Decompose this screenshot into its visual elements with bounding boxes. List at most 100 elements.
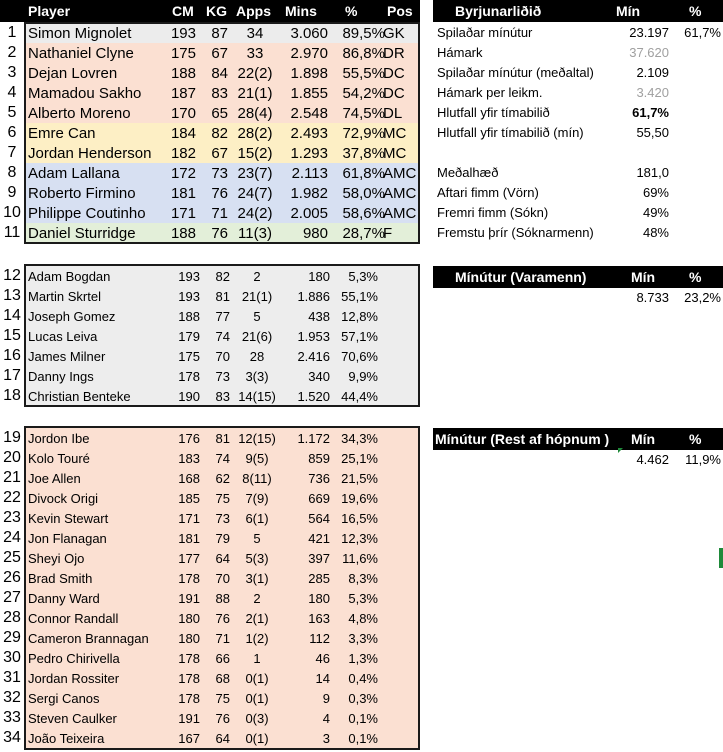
percent[interactable]: 1,3% (348, 651, 378, 666)
header-kg[interactable]: KG (206, 3, 227, 19)
height-cm[interactable]: 188 (170, 225, 196, 242)
minutes[interactable]: 163 (308, 611, 330, 626)
percent[interactable]: 86,8% (342, 45, 385, 62)
apps[interactable]: 28(2) (237, 125, 273, 142)
apps[interactable]: 7(9) (245, 491, 269, 506)
minutes[interactable]: 180 (308, 591, 330, 606)
minutes[interactable]: 180 (308, 269, 330, 284)
weight-kg[interactable]: 75 (215, 491, 230, 506)
player-name[interactable]: Divock Origi (28, 491, 99, 506)
apps[interactable]: 2 (253, 591, 261, 606)
height-cm[interactable]: 178 (178, 671, 200, 686)
weight-kg[interactable]: 83 (211, 85, 228, 102)
percent[interactable]: 19,6% (341, 491, 378, 506)
percent[interactable]: 5,3% (348, 591, 378, 606)
minutes[interactable]: 112 (309, 631, 330, 646)
percent[interactable]: 8,3% (348, 571, 378, 586)
position[interactable]: MC (383, 125, 407, 142)
percent[interactable]: 3,3% (348, 631, 378, 646)
summary-min-value[interactable]: 3.420 (636, 85, 669, 100)
summary-label[interactable]: Meðalhæð (437, 165, 499, 180)
apps[interactable]: 28 (249, 349, 265, 364)
weight-kg[interactable]: 71 (211, 205, 228, 222)
byrjun-col-pct[interactable]: % (689, 3, 702, 19)
percent[interactable]: 28,7% (342, 225, 385, 242)
byrjun-title[interactable]: Byrjunarliðið (455, 3, 542, 19)
summary-label[interactable]: Hlutfall yfir tímabilið (mín) (437, 125, 584, 140)
height-cm[interactable]: 180 (178, 611, 200, 626)
position[interactable]: AMC (383, 165, 417, 182)
height-cm[interactable]: 175 (170, 45, 196, 62)
minutes[interactable]: 14 (315, 671, 330, 686)
player-name[interactable]: Sheyi Ojo (28, 551, 85, 566)
header-player[interactable]: Player (28, 3, 71, 19)
height-cm[interactable]: 193 (178, 289, 200, 304)
position[interactable]: F (383, 225, 393, 242)
player-name[interactable]: Alberto Moreno (28, 105, 131, 122)
height-cm[interactable]: 187 (170, 85, 196, 102)
height-cm[interactable]: 191 (178, 711, 200, 726)
player-name[interactable]: Jordan Henderson (28, 145, 152, 162)
player-name[interactable]: Adam Bogdan (28, 269, 111, 284)
percent[interactable]: 89,5% (342, 25, 385, 42)
player-name[interactable]: James Milner (28, 349, 106, 364)
apps[interactable]: 24(2) (237, 205, 273, 222)
height-cm[interactable]: 181 (178, 531, 200, 546)
apps[interactable]: 2 (253, 269, 261, 284)
player-name[interactable]: Roberto Firmino (28, 185, 136, 202)
percent[interactable]: 12,3% (341, 531, 378, 546)
height-cm[interactable]: 171 (178, 511, 200, 526)
weight-kg[interactable]: 71 (215, 631, 230, 646)
weight-kg[interactable]: 77 (215, 309, 230, 324)
summary-label[interactable]: Hámark (437, 45, 483, 60)
player-name[interactable]: Joe Allen (28, 471, 81, 486)
height-cm[interactable]: 182 (170, 145, 196, 162)
player-name[interactable]: Connor Randall (28, 611, 119, 626)
weight-kg[interactable]: 73 (211, 165, 228, 182)
weight-kg[interactable]: 73 (215, 511, 230, 526)
apps[interactable]: 8(11) (242, 471, 272, 486)
weight-kg[interactable]: 68 (215, 671, 230, 686)
apps[interactable]: 6(1) (245, 511, 269, 526)
summary-min-value[interactable]: 61,7% (632, 105, 669, 120)
position[interactable]: DR (383, 45, 405, 62)
minutes[interactable]: 9 (322, 691, 330, 706)
position[interactable]: DL (383, 105, 403, 122)
summary-label[interactable]: Hlutfall yfir tímabilið (437, 105, 550, 120)
height-cm[interactable]: 183 (178, 451, 200, 466)
player-name[interactable]: Christian Benteke (28, 389, 131, 404)
weight-kg[interactable]: 70 (215, 571, 230, 586)
percent[interactable]: 57,1% (341, 329, 378, 344)
varamenn-pct-value[interactable]: 23,2% (684, 290, 721, 305)
percent[interactable]: 54,2% (342, 85, 385, 102)
height-cm[interactable]: 188 (178, 309, 200, 324)
apps[interactable]: 5 (253, 531, 261, 546)
percent[interactable]: 16,5% (341, 511, 378, 526)
percent[interactable]: 55,5% (342, 65, 385, 82)
height-cm[interactable]: 168 (178, 471, 200, 486)
player-name[interactable]: Sergi Canos (28, 691, 100, 706)
summary-min-value[interactable]: 48% (642, 225, 669, 240)
summary-label[interactable]: Fremri fimm (Sókn) (437, 205, 549, 220)
weight-kg[interactable]: 67 (211, 45, 228, 62)
position[interactable]: DC (383, 85, 405, 102)
apps[interactable]: 0(1) (245, 671, 269, 686)
player-name[interactable]: Kevin Stewart (28, 511, 109, 526)
position[interactable]: DC (383, 65, 405, 82)
minutes[interactable]: 1.172 (297, 431, 330, 446)
apps[interactable]: 5 (253, 309, 261, 324)
weight-kg[interactable]: 87 (211, 25, 228, 42)
apps[interactable]: 21(1) (241, 289, 273, 304)
height-cm[interactable]: 188 (170, 65, 196, 82)
position[interactable]: MC (383, 145, 407, 162)
player-name[interactable]: Joseph Gomez (28, 309, 116, 324)
minutes[interactable]: 859 (308, 451, 330, 466)
weight-kg[interactable]: 76 (211, 225, 228, 242)
apps[interactable]: 11(3) (238, 225, 272, 242)
percent[interactable]: 70,6% (341, 349, 378, 364)
resthop-pct-value[interactable]: 11,9% (685, 452, 721, 467)
height-cm[interactable]: 171 (170, 205, 196, 222)
minutes[interactable]: 1.886 (297, 289, 330, 304)
minutes[interactable]: 340 (308, 369, 330, 384)
player-name[interactable]: Danny Ward (28, 591, 100, 606)
